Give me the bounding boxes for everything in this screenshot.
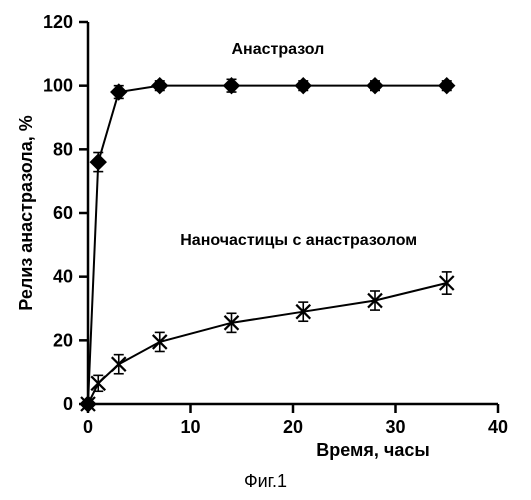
svg-text:80: 80: [53, 139, 73, 159]
svg-text:Наночастицы с анастразолом: Наночастицы с анастразолом: [180, 232, 417, 249]
svg-text:Анастразол: Анастразол: [232, 41, 325, 58]
svg-text:40: 40: [488, 417, 508, 437]
svg-text:0: 0: [63, 394, 73, 414]
svg-text:30: 30: [385, 417, 405, 437]
svg-text:100: 100: [43, 76, 73, 96]
release-chart: 0 10 20 30 40 0 20 40 60 80 100 120 Время, часы Релиз…: [0, 0, 531, 460]
svg-text:40: 40: [53, 267, 73, 287]
svg-text:10: 10: [180, 417, 200, 437]
svg-text:20: 20: [53, 330, 73, 350]
svg-text:20: 20: [283, 417, 303, 437]
svg-text:120: 120: [43, 12, 73, 32]
svg-text:Время, часы: Время, часы: [316, 440, 429, 460]
svg-text:60: 60: [53, 203, 73, 223]
figure-caption: Фиг.1: [0, 471, 531, 492]
svg-text:Релиз анастразола, %: Релиз анастразола, %: [16, 115, 36, 310]
svg-text:0: 0: [83, 417, 93, 437]
